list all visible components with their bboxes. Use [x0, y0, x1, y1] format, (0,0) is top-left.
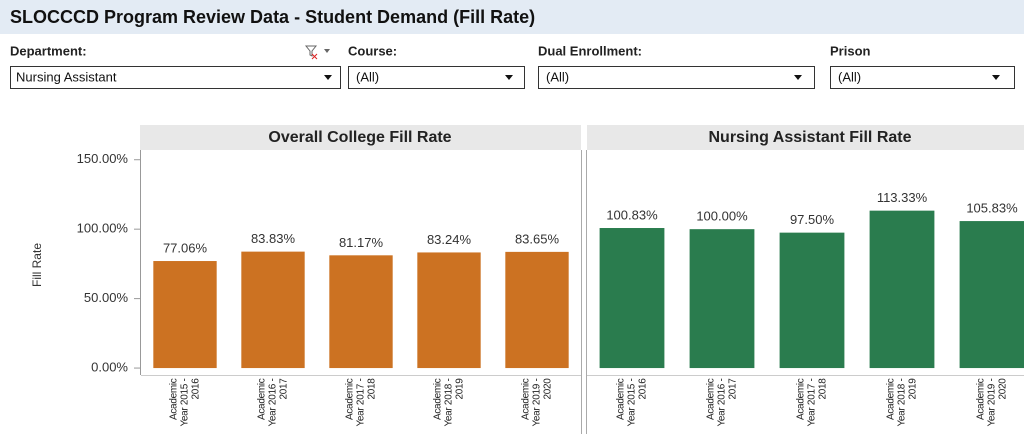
data-label: 83.83%	[251, 231, 296, 246]
dropdown-arrow[interactable]	[324, 75, 332, 80]
filter-label: Department:	[10, 43, 87, 58]
x-tick-label: Academic Year 2016 - 2017	[256, 378, 290, 427]
x-tick-label: Academic Year 2019 - 2020	[520, 378, 554, 427]
dropdown-arrow[interactable]	[505, 75, 513, 80]
x-tick-label: Academic Year 2017 - 2018	[344, 378, 378, 427]
bar	[153, 261, 217, 369]
data-label: 105.83%	[966, 201, 1018, 216]
dropdown-arrow[interactable]	[992, 75, 1000, 80]
dropdown-value: (All)	[546, 69, 569, 84]
x-tick-label: Academic Year 2017 - 2018	[795, 378, 829, 427]
x-tick-label: Academic Year 2019 - 2020	[975, 378, 1009, 427]
data-label: 100.00%	[696, 209, 748, 224]
clear-icon[interactable]	[311, 53, 318, 60]
menu-arrow[interactable]	[324, 49, 330, 53]
chart-title: Overall College Fill Rate	[268, 129, 451, 146]
dropdown[interactable]	[830, 66, 1015, 89]
filter-icon[interactable]	[304, 45, 318, 57]
dropdown-value: (All)	[356, 69, 379, 84]
bar	[599, 228, 665, 369]
y-tick-label: 50.00%	[84, 290, 129, 305]
dropdown[interactable]	[348, 66, 525, 89]
dropdown[interactable]	[538, 66, 815, 89]
page-title: SLOCCCD Program Review Data - Student De…	[10, 7, 535, 27]
y-tick-label: 0.00%	[91, 359, 128, 374]
bar	[417, 252, 481, 369]
x-tick-label: Academic Year 2016 - 2017	[705, 378, 739, 427]
x-tick-label: Academic Year 2018 - 2019	[885, 378, 919, 427]
x-tick-label: Academic Year 2018 - 2019	[432, 378, 466, 427]
bar	[869, 210, 935, 369]
bar	[779, 232, 845, 369]
dropdown-value: Nursing Assistant	[16, 69, 117, 84]
chart-header	[587, 125, 1024, 150]
x-tick-label: Academic Year 2015 - 2016	[615, 378, 649, 427]
data-label: 81.17%	[339, 235, 384, 250]
bar	[959, 221, 1024, 369]
filter-label: Prison	[830, 43, 871, 58]
data-label: 97.50%	[790, 212, 835, 227]
filter-label: Course:	[348, 43, 397, 58]
bar	[689, 229, 755, 369]
dropdown-arrow[interactable]	[794, 75, 802, 80]
y-tick-label: 100.00%	[77, 221, 129, 236]
y-tick-label: 150.00%	[77, 151, 129, 166]
data-label: 100.83%	[606, 207, 658, 222]
bar	[505, 251, 569, 369]
bar	[329, 255, 393, 369]
data-label: 77.06%	[163, 240, 208, 255]
data-label: 113.33%	[877, 190, 928, 205]
filter-label: Dual Enrollment:	[538, 43, 642, 58]
x-tick-label: Academic Year 2015 - 2016	[168, 378, 202, 427]
data-label: 83.65%	[515, 231, 560, 246]
data-label: 83.24%	[427, 232, 472, 247]
dropdown[interactable]	[10, 66, 341, 89]
bar	[241, 251, 305, 369]
chart-title: Nursing Assistant Fill Rate	[709, 129, 912, 146]
chart-header	[140, 125, 581, 150]
dropdown-value: (All)	[838, 69, 861, 84]
y-axis-label: Fill Rate	[30, 243, 44, 287]
title-bar	[0, 0, 1024, 34]
